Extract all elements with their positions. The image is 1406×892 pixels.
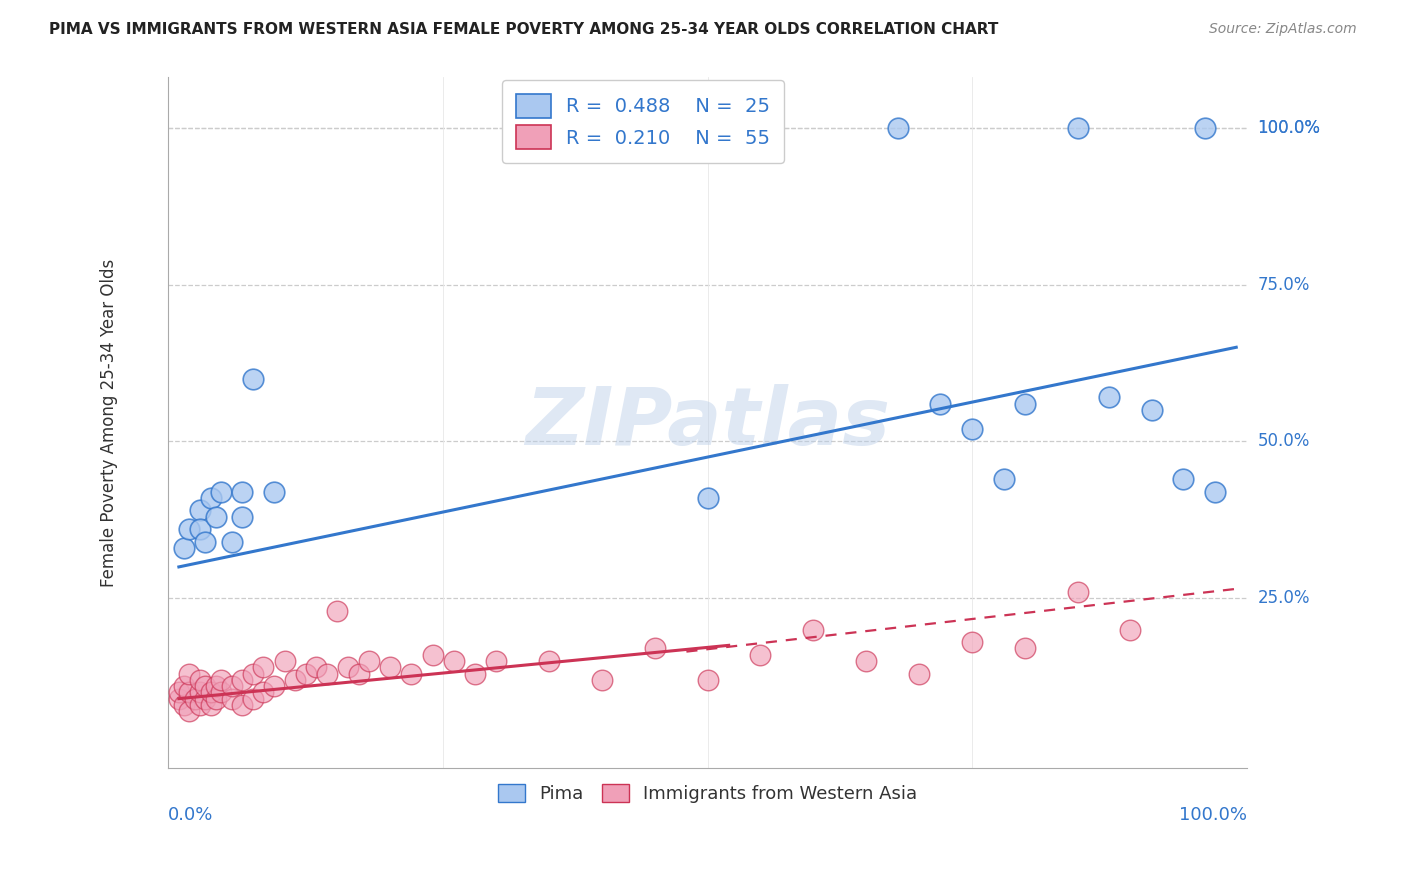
- Point: [1066, 120, 1088, 135]
- Point: [908, 666, 931, 681]
- Point: [252, 660, 274, 674]
- Text: ZIPatlas: ZIPatlas: [524, 384, 890, 461]
- Point: [422, 648, 444, 662]
- Text: 100.0%: 100.0%: [1257, 119, 1320, 136]
- Point: [205, 679, 228, 693]
- Text: 75.0%: 75.0%: [1257, 276, 1310, 293]
- Point: [188, 698, 211, 712]
- Point: [242, 691, 264, 706]
- Point: [1119, 623, 1142, 637]
- Text: 25.0%: 25.0%: [1257, 590, 1310, 607]
- Point: [801, 623, 824, 637]
- Point: [1204, 484, 1226, 499]
- Point: [294, 666, 316, 681]
- Legend: Pima, Immigrants from Western Asia: Pima, Immigrants from Western Asia: [491, 777, 925, 811]
- Point: [179, 685, 201, 699]
- Text: 100.0%: 100.0%: [1257, 119, 1320, 136]
- Point: [960, 635, 983, 649]
- Point: [200, 685, 222, 699]
- Text: 50.0%: 50.0%: [1257, 433, 1310, 450]
- Text: 100.0%: 100.0%: [1178, 805, 1247, 823]
- Point: [993, 472, 1015, 486]
- Point: [537, 654, 560, 668]
- Point: [188, 503, 211, 517]
- Point: [337, 660, 360, 674]
- Point: [1194, 120, 1216, 135]
- Point: [173, 698, 195, 712]
- Point: [173, 679, 195, 693]
- Point: [443, 654, 465, 668]
- Point: [194, 691, 217, 706]
- Point: [1014, 397, 1036, 411]
- Point: [1140, 403, 1163, 417]
- Point: [887, 120, 910, 135]
- Point: [305, 660, 328, 674]
- Point: [194, 534, 217, 549]
- Point: [188, 685, 211, 699]
- Point: [179, 522, 201, 536]
- Point: [929, 397, 952, 411]
- Point: [173, 541, 195, 555]
- Point: [1066, 585, 1088, 599]
- Point: [696, 491, 718, 505]
- Point: [263, 484, 285, 499]
- Point: [167, 685, 190, 699]
- Point: [273, 654, 295, 668]
- Text: 0.0%: 0.0%: [169, 805, 214, 823]
- Point: [316, 666, 339, 681]
- Point: [205, 691, 228, 706]
- Point: [221, 679, 243, 693]
- Point: [252, 685, 274, 699]
- Point: [749, 648, 772, 662]
- Point: [209, 685, 232, 699]
- Point: [194, 679, 217, 693]
- Point: [263, 679, 285, 693]
- Point: [200, 491, 222, 505]
- Point: [326, 604, 349, 618]
- Point: [380, 660, 402, 674]
- Text: Source: ZipAtlas.com: Source: ZipAtlas.com: [1209, 22, 1357, 37]
- Point: [284, 673, 307, 687]
- Point: [167, 691, 190, 706]
- Point: [231, 509, 253, 524]
- Point: [221, 534, 243, 549]
- Point: [183, 691, 205, 706]
- Point: [1173, 472, 1195, 486]
- Point: [242, 666, 264, 681]
- Point: [221, 691, 243, 706]
- Point: [188, 673, 211, 687]
- Point: [242, 371, 264, 385]
- Point: [696, 673, 718, 687]
- Point: [347, 666, 370, 681]
- Point: [359, 654, 381, 668]
- Point: [464, 666, 486, 681]
- Point: [231, 673, 253, 687]
- Point: [1098, 391, 1121, 405]
- Point: [179, 704, 201, 718]
- Point: [179, 666, 201, 681]
- Point: [485, 654, 508, 668]
- Point: [209, 673, 232, 687]
- Text: Female Poverty Among 25-34 Year Olds: Female Poverty Among 25-34 Year Olds: [100, 259, 118, 587]
- Point: [200, 698, 222, 712]
- Point: [855, 654, 877, 668]
- Point: [401, 666, 423, 681]
- Text: PIMA VS IMMIGRANTS FROM WESTERN ASIA FEMALE POVERTY AMONG 25-34 YEAR OLDS CORREL: PIMA VS IMMIGRANTS FROM WESTERN ASIA FEM…: [49, 22, 998, 37]
- Point: [1014, 641, 1036, 656]
- Point: [591, 673, 613, 687]
- Point: [960, 422, 983, 436]
- Point: [209, 484, 232, 499]
- Point: [644, 641, 666, 656]
- Point: [205, 509, 228, 524]
- Point: [231, 698, 253, 712]
- Point: [231, 484, 253, 499]
- Point: [188, 522, 211, 536]
